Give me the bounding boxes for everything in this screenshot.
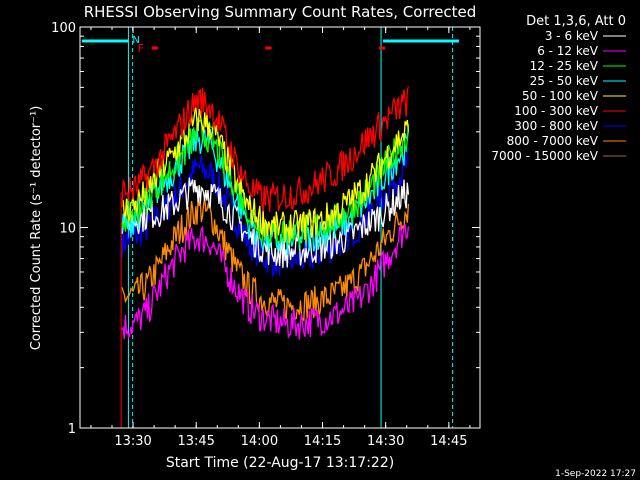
legend-label: 3 - 6 keV <box>545 29 599 43</box>
x-axis-label: Start Time (22-Aug-17 13:17:22) <box>166 455 394 471</box>
legend-label: 800 - 7000 keV <box>507 134 599 148</box>
x-tick-label: 14:30 <box>367 434 404 449</box>
timestamp: 1-Sep-2022 17:27 <box>555 469 636 479</box>
legend-label: 50 - 100 keV <box>522 89 599 103</box>
chart-title: RHESSI Observing Summary Count Rates, Co… <box>84 3 477 21</box>
legend-header: Det 1,3,6, Att 0 <box>526 14 626 29</box>
legend-label: 25 - 50 keV <box>530 74 599 88</box>
y-axis-label: Corrected Count Rate (s⁻¹ detector⁻¹) <box>29 106 44 351</box>
x-tick-label: 14:00 <box>241 434 278 449</box>
legend-label: 12 - 25 keV <box>530 59 599 73</box>
series-line-5 <box>121 86 410 212</box>
night-label: N <box>132 35 139 46</box>
x-axis: 13:30 13:45 14:00 14:15 14:30 14:45 <box>90 27 471 449</box>
y-tick-label: 1 <box>68 422 76 437</box>
legend-label: 6 - 12 keV <box>537 44 599 58</box>
series-line-7 <box>121 197 410 323</box>
y-tick-label: 100 <box>51 21 76 36</box>
x-tick-label: 13:45 <box>177 434 214 449</box>
series-line-4 <box>121 107 410 243</box>
x-tick-label: 13:30 <box>114 434 151 449</box>
x-tick-label: 14:45 <box>430 434 467 449</box>
legend-label: 300 - 800 keV <box>514 119 598 133</box>
x-tick-label: 14:15 <box>304 434 341 449</box>
legend-label: 7000 - 15000 keV <box>491 149 598 163</box>
y-tick-label: 10 <box>59 222 76 237</box>
legend-label: 100 - 300 keV <box>514 104 598 118</box>
series-line-1 <box>121 223 410 340</box>
series-line-0 <box>121 177 410 268</box>
flare-label: F <box>138 42 144 55</box>
plot-area: NF <box>82 27 459 428</box>
y-axis: 1 10 100 <box>51 21 480 437</box>
